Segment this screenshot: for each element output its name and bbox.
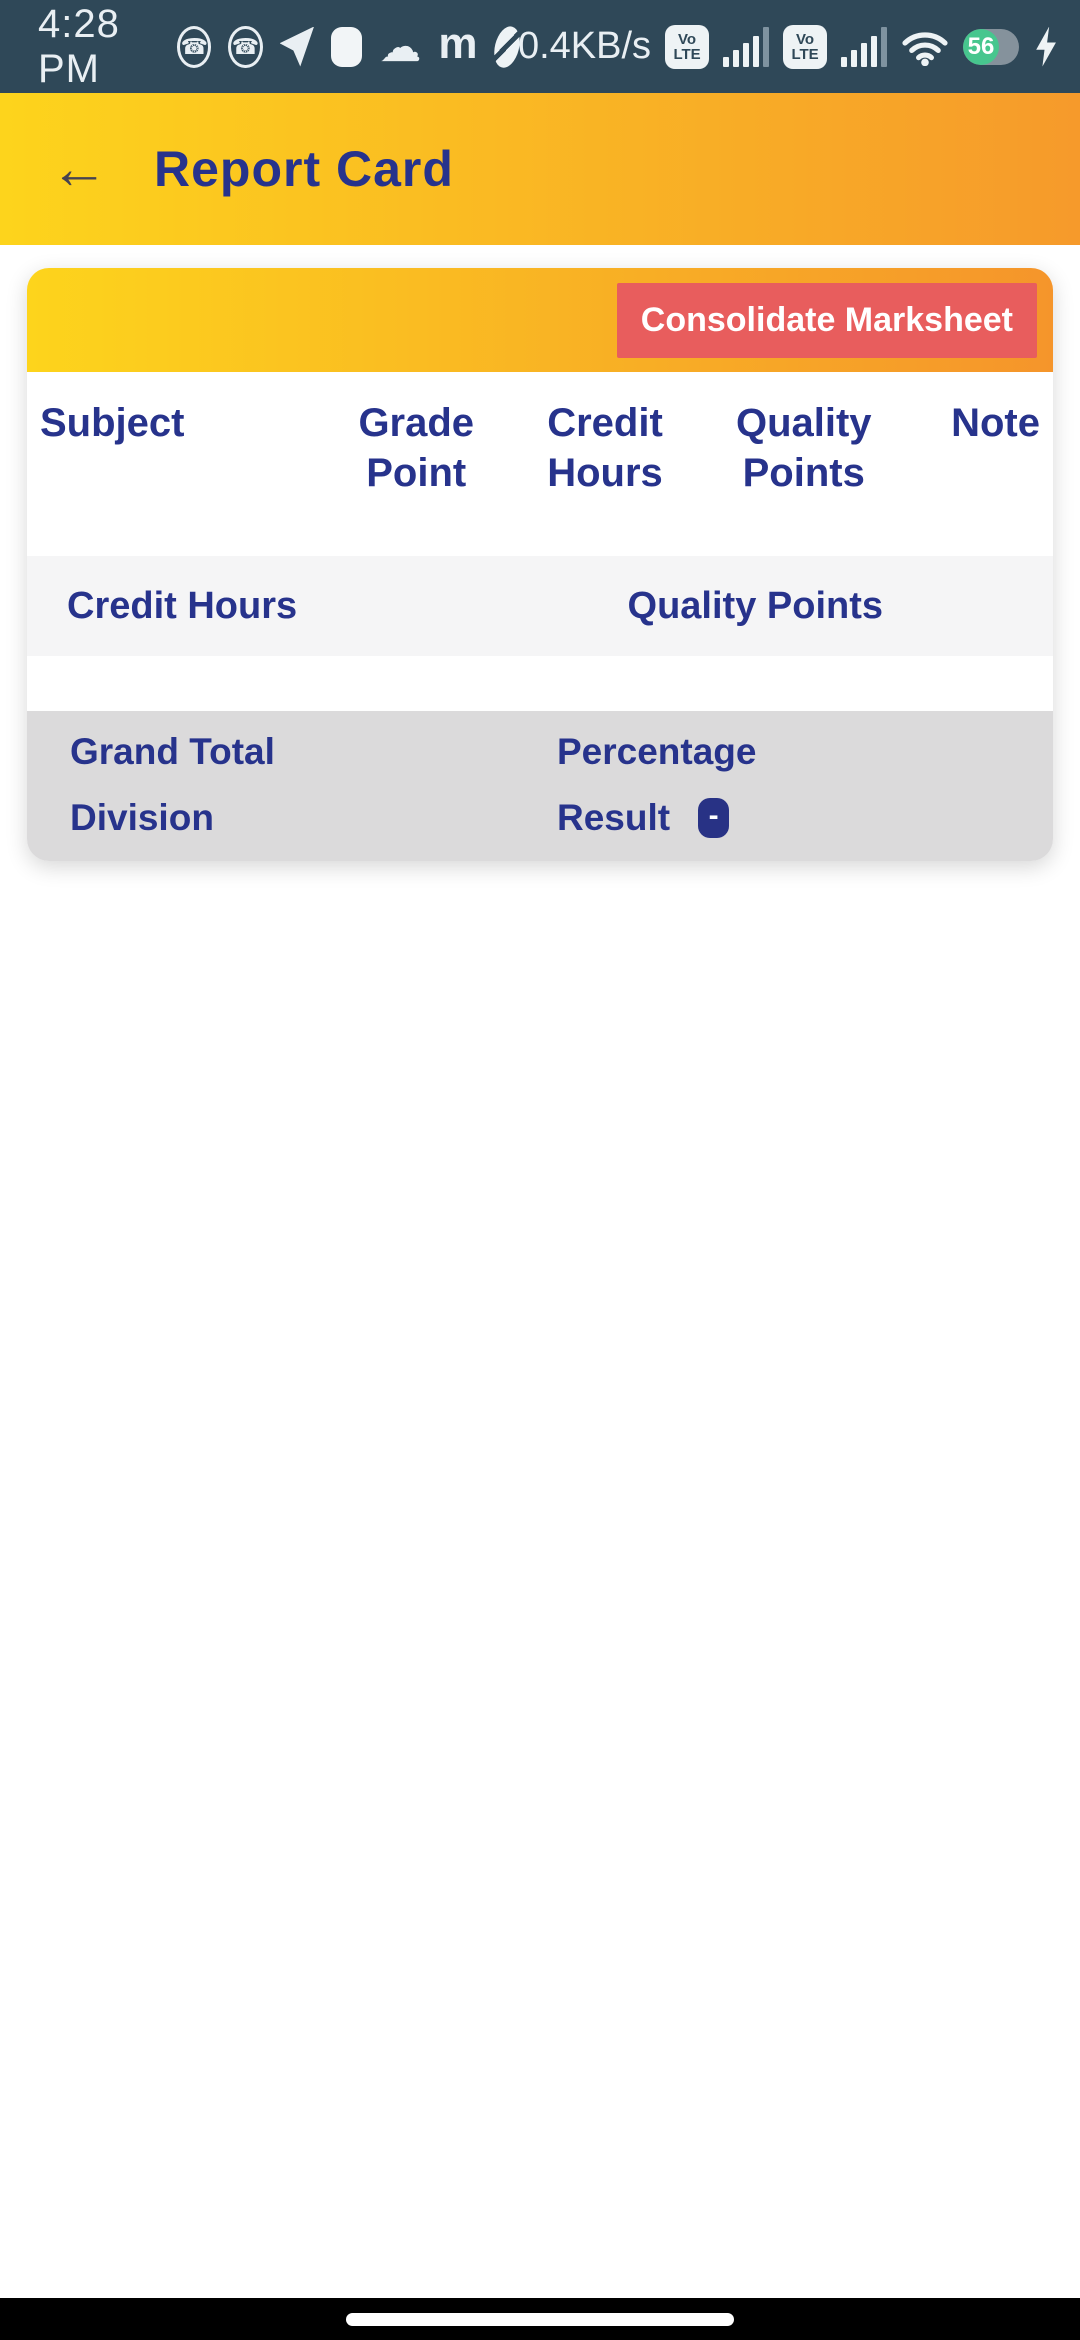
gesture-bar: [0, 2298, 1080, 2340]
summary-quality-points-label: Quality Points: [627, 584, 883, 627]
telegram-icon: [279, 26, 315, 67]
battery-icon: 56: [963, 28, 1020, 65]
volte-text-top: Vo: [796, 30, 815, 48]
app-header: ← Report Card: [0, 93, 1080, 245]
page-title: Report Card: [154, 141, 454, 197]
summary-credit-hours-label: Credit Hours: [67, 584, 298, 627]
result-value-badge: -: [698, 798, 730, 838]
m-app-icon: m: [438, 18, 478, 68]
card-header-strip: Consolidate Marksheet: [27, 268, 1053, 372]
status-bar-left: 4:28 PM ☎ ☎ ☁ m: [38, 1, 523, 92]
back-arrow-icon[interactable]: ←: [50, 136, 108, 201]
totals-row-2: Division Result -: [70, 797, 1013, 839]
charging-bolt-icon: [1036, 26, 1056, 67]
column-header-quality-points: Quality Points: [735, 401, 872, 495]
column-header-credit-hours: Credit Hours: [547, 401, 663, 495]
home-indicator[interactable]: [346, 2312, 734, 2326]
clock: 4:28 PM: [38, 1, 120, 91]
notification-square-icon: [331, 26, 363, 67]
totals-section: Grand Total Percentage Division Result -: [27, 711, 1053, 861]
signal-bars-icon-sim1: [723, 26, 770, 67]
volte-icon-sim2: Vo LTE: [783, 24, 828, 69]
summary-row: Credit Hours Quality Points: [27, 556, 1053, 656]
network-speed: 0.4KB/s: [517, 25, 652, 67]
column-header-subject: Subject: [40, 401, 185, 445]
phone-glyph: ☎: [180, 33, 208, 59]
whatsapp-icon: ☎: [177, 25, 212, 68]
column-header-note: Note: [951, 401, 1040, 445]
status-bar-right: 0.4KB/s Vo LTE Vo LTE 56: [517, 24, 1059, 69]
division-label: Division: [70, 797, 214, 838]
phone-glyph: ☎: [231, 33, 260, 59]
consolidate-marksheet-button[interactable]: Consolidate Marksheet: [616, 282, 1037, 358]
volte-text-bottom: LTE: [791, 45, 819, 63]
column-header-grade-point: Grade Point: [358, 401, 475, 495]
grand-total-label: Grand Total: [70, 731, 275, 772]
signal-bars-icon-sim2: [841, 26, 888, 67]
report-card-panel: Consolidate Marksheet Subject Grade Poin…: [27, 268, 1053, 861]
wifi-icon: [902, 31, 948, 66]
status-bar: 4:28 PM ☎ ☎ ☁ m 0.4KB/s Vo LTE Vo LTE: [0, 0, 1080, 93]
table-header-row: Subject Grade Point Credit Hours Quality…: [27, 372, 1053, 556]
whatsapp-business-icon: ☎: [228, 25, 263, 68]
spacer-row: [27, 656, 1053, 711]
volte-text-top: Vo: [678, 30, 697, 48]
cloud-icon: ☁: [379, 22, 422, 70]
volte-icon-sim1: Vo LTE: [665, 24, 710, 69]
result-label: Result: [557, 797, 671, 838]
totals-row-1: Grand Total Percentage: [70, 731, 1013, 773]
battery-percent: 56: [963, 28, 999, 65]
volte-text-bottom: LTE: [673, 45, 701, 63]
percentage-label: Percentage: [557, 731, 757, 772]
main-content: Consolidate Marksheet Subject Grade Poin…: [0, 245, 1080, 861]
result-group: Result -: [557, 797, 1013, 839]
